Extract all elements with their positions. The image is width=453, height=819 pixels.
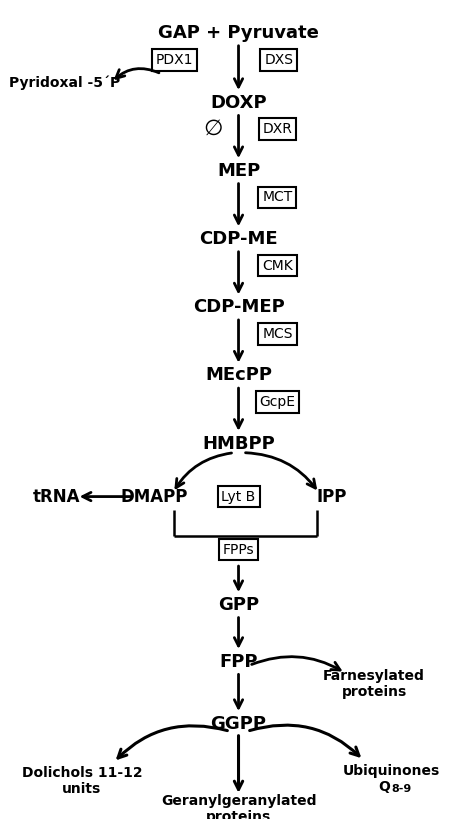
Text: GAP + Pyruvate: GAP + Pyruvate (158, 24, 319, 42)
Text: PDX1: PDX1 (155, 53, 193, 67)
Text: Dolichols 11-12
units: Dolichols 11-12 units (22, 767, 142, 796)
Text: DXR: DXR (263, 122, 292, 136)
Text: CDP-ME: CDP-ME (199, 230, 278, 248)
Text: GPP: GPP (218, 596, 259, 614)
Text: GGPP: GGPP (211, 715, 266, 733)
Text: MEP: MEP (217, 162, 260, 180)
Text: HMBPP: HMBPP (202, 435, 275, 453)
Text: tRNA: tRNA (33, 487, 80, 505)
Text: DMAPP: DMAPP (120, 487, 188, 505)
Text: GcpE: GcpE (260, 395, 295, 409)
Text: MCS: MCS (262, 327, 293, 341)
Text: Q: Q (379, 780, 390, 794)
Text: Geranylgeranylated
proteins: Geranylgeranylated proteins (161, 794, 316, 819)
Text: MCT: MCT (262, 191, 293, 205)
Text: 8-9: 8-9 (391, 784, 412, 794)
Text: MEcPP: MEcPP (205, 366, 272, 384)
Text: ∅: ∅ (203, 120, 223, 139)
Text: DXS: DXS (264, 53, 293, 67)
Text: DOXP: DOXP (210, 93, 267, 111)
Text: CMK: CMK (262, 259, 293, 273)
Text: CDP-MEP: CDP-MEP (193, 298, 284, 316)
Text: Pyridoxal -5´P: Pyridoxal -5´P (10, 75, 120, 89)
Text: Ubiquinones: Ubiquinones (342, 764, 439, 779)
Text: FPPs: FPPs (223, 542, 254, 557)
Text: Farnesylated
proteins: Farnesylated proteins (323, 669, 425, 699)
Text: IPP: IPP (317, 487, 347, 505)
Text: Lyt B: Lyt B (222, 490, 255, 504)
Text: FPP: FPP (219, 653, 258, 671)
